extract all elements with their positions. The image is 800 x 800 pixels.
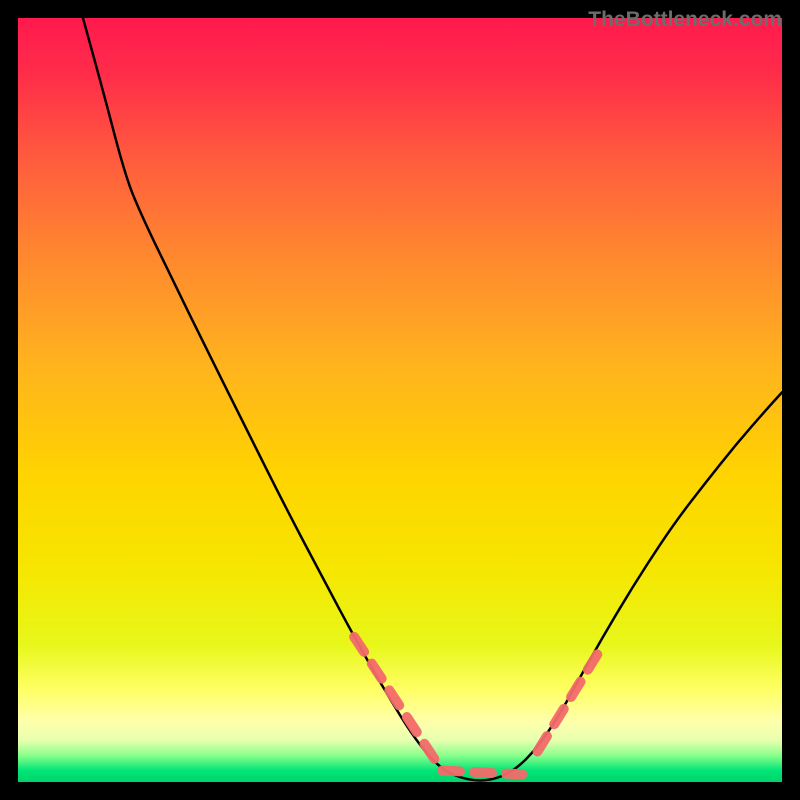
dash-overlay-0 <box>354 637 442 771</box>
bottleneck-curve <box>83 18 782 780</box>
curve-svg <box>18 18 782 782</box>
watermark-label: TheBottleneck.com <box>588 8 782 32</box>
chart-stage: TheBottleneck.com <box>0 0 800 800</box>
plot-area <box>18 18 782 782</box>
dash-overlay-2 <box>538 652 599 751</box>
dash-overlay-1 <box>442 771 522 775</box>
